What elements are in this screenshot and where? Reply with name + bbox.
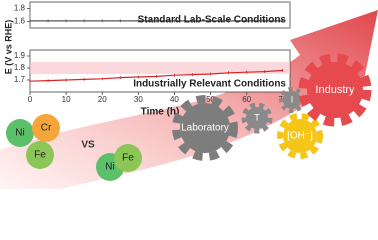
element-circle	[114, 144, 142, 172]
gear: Industry	[298, 53, 372, 127]
versus-label: VS	[81, 140, 95, 151]
element-circle	[32, 114, 60, 142]
x-tick-label: 60	[242, 95, 251, 104]
x-tick-label: 10	[62, 95, 71, 104]
x-tick-label: 30	[134, 95, 143, 104]
y-tick-label: 1.7	[14, 75, 26, 84]
gear: T	[241, 102, 273, 134]
element-label: Cr	[41, 123, 52, 134]
x-tick-label: 0	[28, 95, 33, 104]
element-circle	[26, 141, 54, 169]
x-tick-label: 40	[170, 95, 179, 104]
panel-frame	[29, 1, 291, 29]
progress-arrow	[0, 10, 378, 189]
y-tick-label: 1.9	[14, 51, 26, 60]
y-axis-label: E (V vs RHE)	[3, 20, 13, 75]
element-label: Fe	[122, 153, 134, 164]
element-label: Ni	[15, 128, 24, 139]
gear-label: Laboratory	[181, 123, 229, 134]
gear-label: [OH⁻]	[287, 131, 313, 142]
gear-label: I	[291, 94, 294, 104]
plots: 1.6 1.8 Standard Lab-Scale Conditions 1.7 1.…	[3, 4, 287, 118]
variation-band	[30, 62, 290, 74]
panel-title: Industrially Relevant Conditions	[133, 79, 286, 90]
x-tick-label: 50	[206, 95, 215, 104]
gear-label: T	[254, 112, 260, 122]
gear: Laboratory	[172, 95, 238, 161]
panel-title: Standard Lab-Scale Conditions	[138, 15, 287, 26]
y-tick-label: 1.8	[14, 4, 26, 13]
y-tick-label: 1.8	[14, 63, 26, 72]
gear-label: Industry	[315, 84, 355, 96]
y-tick-label: 1.6	[14, 17, 26, 26]
element-label: Ni	[105, 162, 114, 173]
graphical-abstract: 1.6 1.8 Standard Lab-Scale Conditions 1.7 1.…	[0, 1, 378, 189]
x-tick-label: 20	[98, 95, 107, 104]
element-label: Fe	[34, 150, 46, 161]
x-axis-label: Time (h)	[141, 107, 180, 118]
element-circle	[6, 119, 34, 147]
gear: [OH⁻]	[277, 113, 323, 159]
